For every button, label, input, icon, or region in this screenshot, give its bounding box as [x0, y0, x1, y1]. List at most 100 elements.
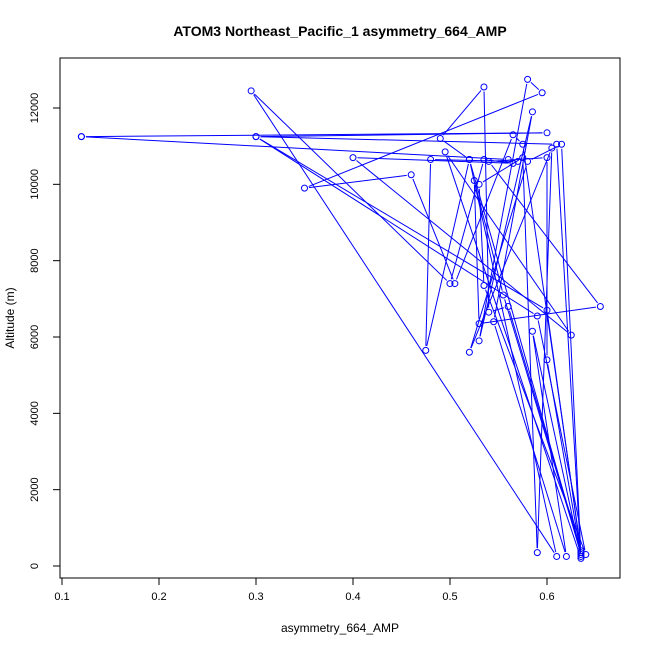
data-point [465, 156, 473, 164]
series-segment [425, 164, 431, 346]
y-tick-label: 2000 [29, 477, 41, 501]
chart-title: ATOM3 Northeast_Pacific_1 asymmetry_664_… [173, 23, 506, 39]
data-point [514, 157, 522, 165]
series-segment [561, 148, 582, 552]
data-point [480, 281, 488, 289]
data-point [427, 156, 435, 164]
y-axis: 0 2000 4000 6000 8000 10000 12000 [29, 93, 61, 569]
data-point [480, 156, 488, 164]
data-point [524, 75, 532, 83]
series-segment [447, 155, 570, 332]
y-axis-label: Altitude (m) [3, 287, 17, 348]
x-axis-label: asymmetry_664_AMP [281, 621, 399, 635]
series-segment [435, 159, 514, 162]
series-segment [491, 164, 599, 304]
series-segment [532, 335, 581, 553]
series-group [77, 75, 604, 562]
data-point [558, 140, 566, 148]
x-tick-label: 0.5 [442, 591, 457, 603]
data-point [499, 291, 507, 299]
data-point [548, 144, 556, 152]
data-point [533, 312, 541, 320]
series-segment [308, 174, 407, 189]
y-tick-label: 4000 [29, 401, 41, 425]
series-segment [470, 152, 551, 349]
data-point [247, 87, 255, 95]
x-tick-label: 0.1 [54, 591, 69, 603]
series-segment [450, 163, 484, 280]
data-point [596, 302, 604, 310]
x-tick-label: 0.2 [151, 591, 166, 603]
data-point [519, 154, 527, 162]
series-segment [531, 145, 558, 160]
x-tick-label: 0.6 [539, 591, 554, 603]
data-point [470, 177, 478, 185]
series-segment [530, 82, 540, 91]
series-segment [482, 159, 520, 183]
data-point [422, 346, 430, 354]
data-point [524, 157, 532, 165]
data-point [504, 302, 512, 310]
data-point [451, 280, 459, 288]
y-tick-label: 0 [29, 563, 41, 569]
series-segment [532, 335, 567, 553]
data-point [543, 356, 551, 364]
data-point [543, 154, 551, 162]
data-point [553, 140, 561, 148]
x-tick-label: 0.4 [345, 591, 360, 603]
data-point [504, 156, 512, 164]
data-point [577, 554, 585, 562]
series-segment [254, 93, 448, 281]
series-segment [443, 140, 467, 158]
data-point [349, 154, 357, 162]
series-segment [253, 94, 555, 553]
y-tick-label: 12000 [29, 93, 41, 124]
data-point [519, 140, 527, 148]
data-point [465, 348, 473, 356]
data-point [490, 318, 498, 326]
data-point [436, 135, 444, 143]
x-tick-label: 0.3 [248, 591, 263, 603]
series-segment [556, 148, 582, 554]
data-point [509, 131, 517, 139]
data-point [475, 320, 483, 328]
series-segment [537, 320, 586, 551]
series-segment [260, 132, 543, 138]
data-point [475, 180, 483, 188]
series-segment [412, 178, 454, 280]
data-point [252, 133, 260, 141]
data-point [582, 551, 590, 559]
series-segment [479, 116, 532, 337]
series-segment [483, 91, 490, 308]
series-segment [260, 136, 553, 145]
data-point [538, 89, 546, 97]
data-point [543, 306, 551, 314]
series-segment [426, 163, 469, 347]
data-point [562, 552, 570, 560]
data-point [553, 552, 561, 560]
series-segment [494, 325, 566, 553]
series-segment [469, 163, 557, 553]
data-point [485, 308, 493, 316]
series-segment [85, 136, 504, 160]
data-point [528, 108, 536, 116]
x-axis: 0.1 0.2 0.3 0.4 0.5 0.6 [54, 577, 555, 603]
data-point [446, 280, 454, 288]
series-segment [470, 165, 527, 349]
data-point [475, 337, 483, 345]
data-point [77, 133, 85, 141]
data-point [528, 327, 536, 335]
series-segment [442, 90, 482, 136]
data-point [577, 551, 585, 559]
data-point [301, 184, 308, 192]
series-segment [522, 162, 538, 549]
y-tick-label: 10000 [29, 169, 41, 200]
series-segment [259, 138, 534, 315]
y-tick-label: 6000 [29, 325, 41, 349]
data-point [407, 171, 415, 179]
series-segment [446, 156, 580, 555]
series-segment [473, 184, 480, 320]
data-point [543, 129, 551, 137]
data-point [533, 549, 541, 557]
